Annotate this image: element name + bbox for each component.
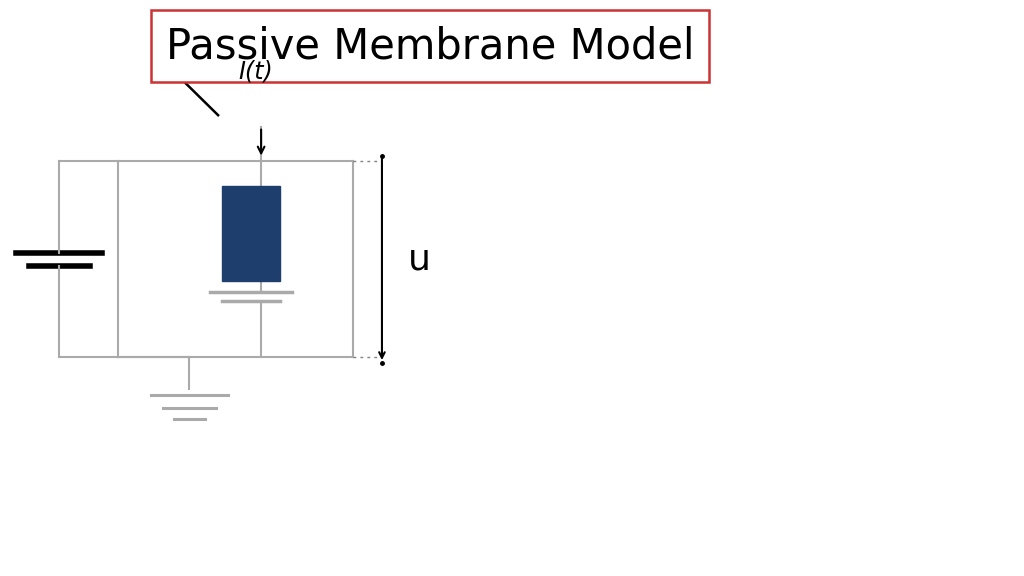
Bar xyxy=(222,186,280,281)
Text: I(t): I(t) xyxy=(239,60,273,84)
Text: u: u xyxy=(408,242,430,276)
Text: Passive Membrane Model: Passive Membrane Model xyxy=(166,25,694,67)
